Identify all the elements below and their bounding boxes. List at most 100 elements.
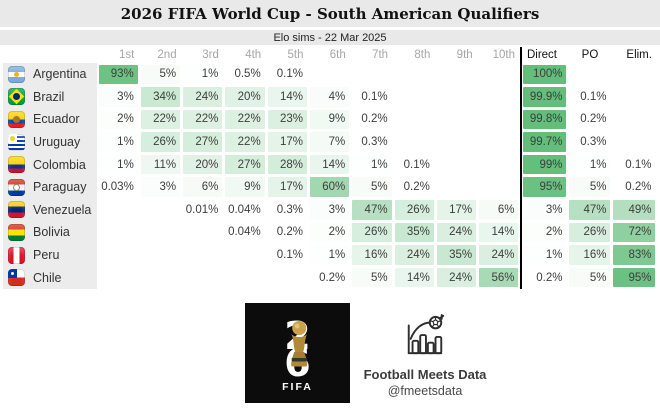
prob-cell-wrap: [393, 108, 435, 131]
prob-cell: 26%: [140, 132, 181, 152]
prob-cell: 1%: [352, 154, 392, 175]
prob-cell-wrap: 24%: [435, 221, 477, 244]
prob-cell-wrap: [612, 86, 657, 109]
prob-cell-wrap: 14%: [308, 153, 350, 176]
prob-cell: [225, 245, 264, 265]
prob-cell: 17%: [436, 200, 477, 220]
prob-cell: 3%: [309, 200, 350, 220]
prob-cell: [268, 268, 307, 288]
column-header: 10th: [492, 49, 515, 61]
country-name: Paraguay: [33, 180, 87, 195]
prob-cell: 0.5%: [225, 64, 265, 85]
column-header: 2nd: [157, 49, 177, 61]
fmd-handle: @fmeetsdata: [387, 384, 463, 398]
prob-cell-wrap: 5%: [139, 63, 181, 86]
prob-cell: [613, 65, 655, 85]
prob-cell-wrap: [97, 199, 139, 222]
prob-cell: 27%: [225, 154, 265, 175]
prob-cell: 34%: [140, 87, 181, 107]
team-row-header: Chile: [3, 266, 97, 289]
prob-cell-wrap: 0.04%: [224, 199, 266, 222]
prob-cell-wrap: 0.2%: [568, 108, 612, 131]
prob-cell: [352, 65, 391, 85]
prob-cell-wrap: [478, 131, 520, 154]
prob-cell-wrap: 99.9%: [519, 85, 568, 109]
prob-cell: 5%: [569, 177, 611, 198]
prob-cell-wrap: 6%: [478, 199, 520, 222]
prob-cell: 0.03%: [98, 177, 138, 198]
prob-cell: [437, 177, 476, 197]
prob-cell: 0.2%: [613, 177, 656, 198]
prob-cell: 47%: [569, 200, 611, 220]
prob-cell-wrap: 17%: [435, 199, 477, 222]
prob-cell-wrap: 1%: [97, 131, 139, 154]
prob-cell-wrap: 26%: [351, 221, 393, 244]
prob-cell: [183, 245, 222, 265]
country-name: Colombia: [33, 157, 86, 172]
column-header: Direct: [519, 47, 568, 63]
prob-cell-wrap: 27%: [224, 153, 266, 176]
prob-cell-wrap: 95%: [519, 175, 568, 199]
prob-cell: [141, 223, 180, 243]
prob-cell-wrap: 5%: [351, 176, 393, 199]
prob-cell: 5%: [140, 64, 181, 85]
prob-cell: [479, 87, 518, 107]
prob-cell-wrap: 1%: [351, 153, 393, 176]
prob-cell-wrap: 26%: [139, 131, 181, 154]
prob-cell-wrap: 28%: [266, 153, 308, 176]
prob-cell: 17%: [267, 177, 307, 198]
prob-cell: 0.2%: [309, 267, 350, 288]
page-title: 2026 FIFA World Cup - South American Qua…: [0, 0, 660, 27]
prob-cell: 24%: [436, 222, 477, 243]
flag-uruguay-icon: [8, 133, 25, 151]
prob-cell: 95%: [523, 177, 567, 198]
prob-cell-wrap: 0.01%: [182, 199, 224, 222]
prob-cell: 28%: [267, 154, 307, 175]
prob-cell: [479, 65, 518, 85]
prob-cell-wrap: 9%: [224, 176, 266, 199]
column-header: Elim.: [626, 49, 652, 61]
prob-cell: [437, 132, 476, 152]
prob-cell: [99, 200, 138, 220]
prob-cell-wrap: [612, 63, 657, 86]
flag-bolivia-icon: [8, 223, 25, 241]
prob-cell-wrap: 0.1%: [612, 153, 657, 176]
prob-cell: 1%: [569, 154, 611, 175]
prob-cell: 0.2%: [352, 109, 392, 130]
column-header: 1st: [118, 49, 135, 61]
prob-cell-wrap: 16%: [568, 244, 612, 267]
team-row-header: Paraguay: [3, 175, 97, 199]
prob-cell: 24%: [436, 267, 477, 288]
prob-cell: 7%: [309, 132, 350, 152]
prob-cell-wrap: 0.2%: [393, 176, 435, 199]
prob-cell-wrap: [435, 153, 477, 176]
bar-chart-football-icon: [407, 314, 445, 355]
prob-cell: 0.1%: [569, 87, 611, 107]
prob-cell: 60%: [309, 177, 350, 198]
prob-cell: 1%: [98, 154, 138, 175]
prob-cell-wrap: 3%: [97, 86, 139, 109]
prob-cell-wrap: 60%: [308, 176, 350, 199]
prob-cell-wrap: 4%: [308, 86, 350, 109]
prob-cell: 24%: [183, 87, 223, 107]
prob-cell: 1%: [98, 132, 138, 152]
prob-cell: [225, 268, 264, 288]
prob-cell: 26%: [352, 222, 392, 243]
prob-cell: 6%: [183, 177, 223, 198]
prob-cell: 24%: [479, 245, 519, 265]
prob-cell-wrap: 0.1%: [568, 86, 612, 109]
prob-cell: 23%: [267, 109, 307, 130]
prob-cell-wrap: 100%: [519, 63, 568, 86]
prob-cell-wrap: 6%: [182, 176, 224, 199]
prob-cell-wrap: 0.3%: [568, 131, 612, 154]
page-subtitle: Elo sims - 22 Mar 2025: [0, 30, 660, 45]
prob-cell-wrap: 17%: [266, 176, 308, 199]
prob-cell-wrap: [435, 63, 477, 86]
prob-cell-wrap: 14%: [266, 86, 308, 109]
column-header: 4th: [245, 49, 262, 61]
prob-cell-wrap: 95%: [612, 266, 657, 289]
column-header: 8th: [414, 49, 431, 61]
country-name: Peru: [33, 248, 60, 263]
prob-cell: [99, 268, 138, 288]
prob-cell-wrap: 0.1%: [266, 63, 308, 86]
